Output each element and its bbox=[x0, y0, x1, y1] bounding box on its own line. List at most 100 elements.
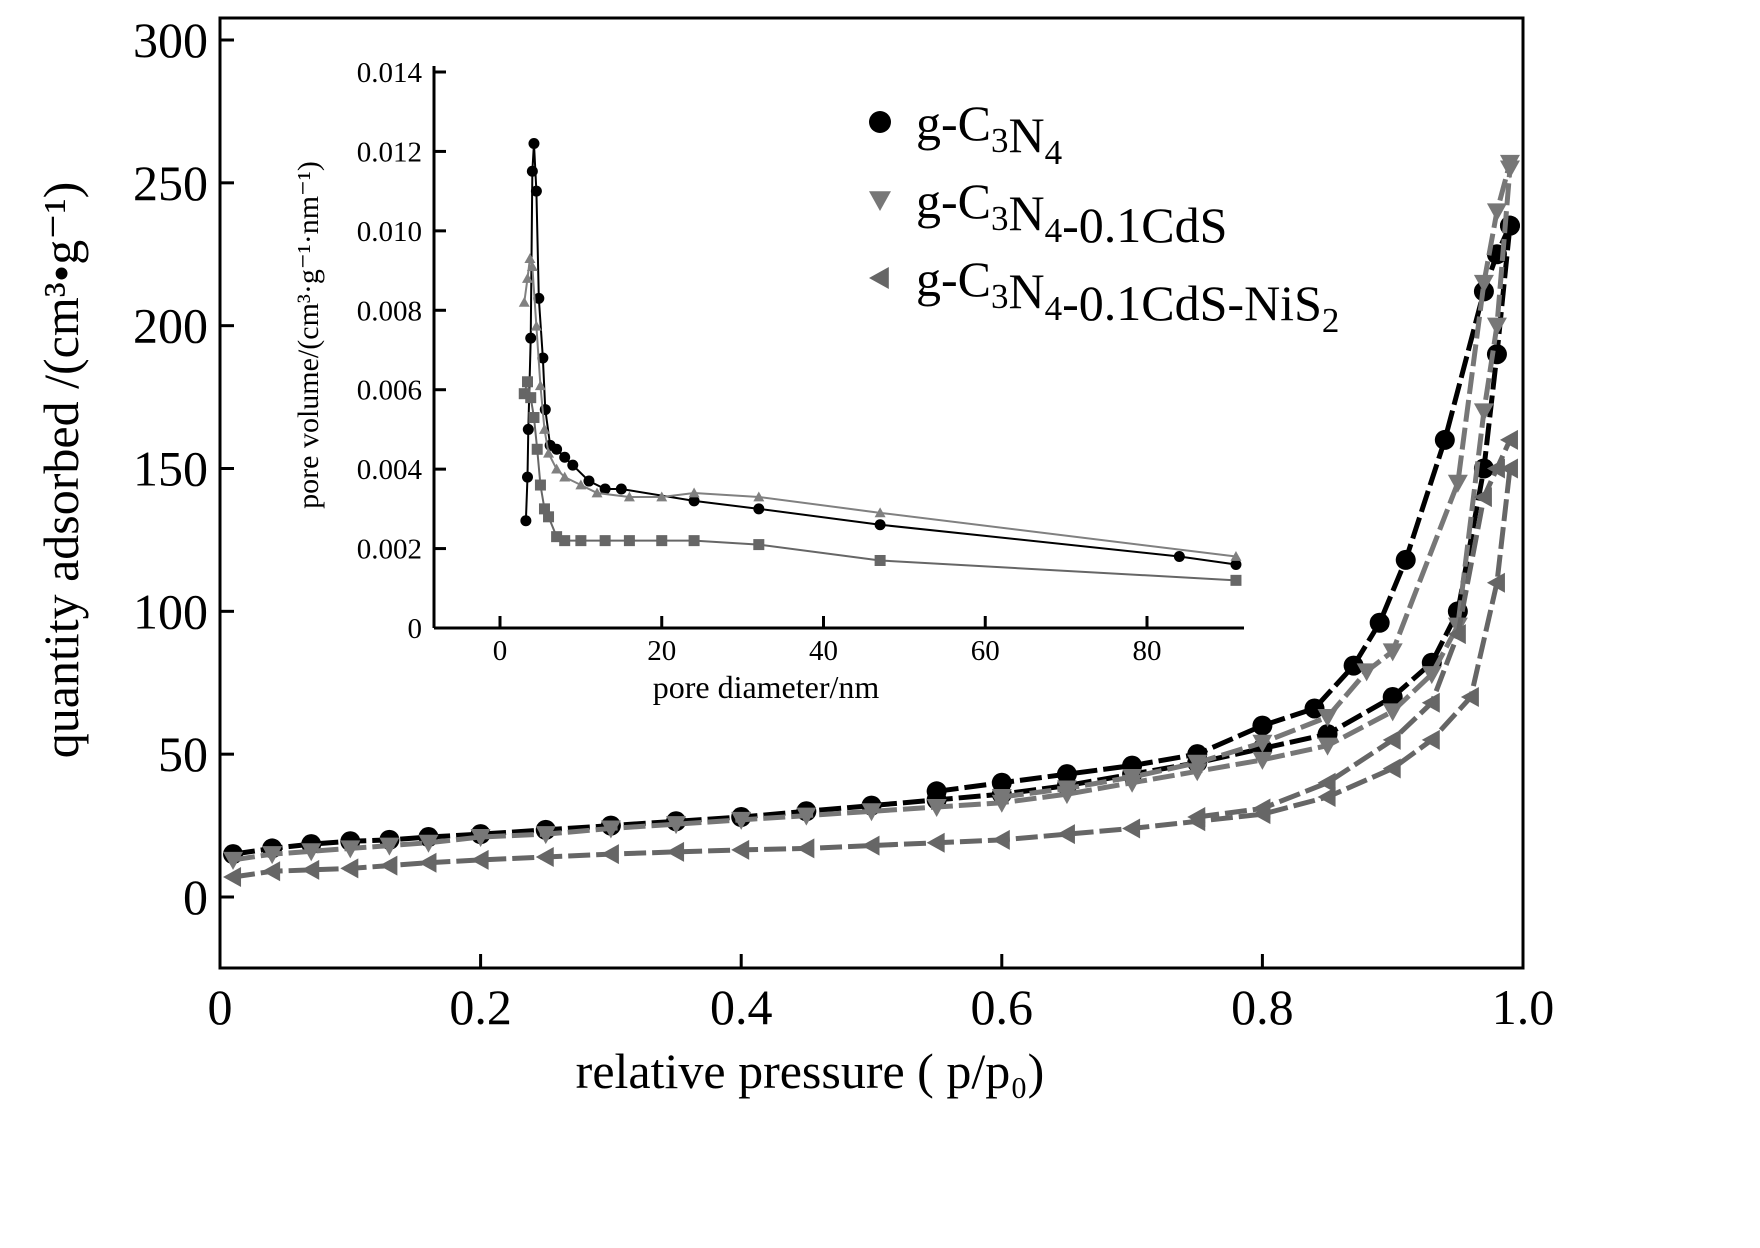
inset-point bbox=[1173, 551, 1185, 563]
adsorption-point bbox=[1421, 729, 1440, 750]
subscript: 3 bbox=[991, 199, 1009, 238]
inset-point bbox=[656, 535, 668, 547]
subscript: 4 bbox=[1045, 133, 1063, 172]
subscript: 3 bbox=[991, 121, 1009, 160]
inset-point bbox=[518, 388, 530, 400]
inset-point bbox=[753, 491, 765, 502]
adsorption-point bbox=[796, 807, 817, 826]
desorption-point bbox=[1395, 549, 1416, 570]
inset-point bbox=[528, 137, 540, 149]
inset-y-tick-label: 0.012 bbox=[357, 136, 422, 168]
adsorption-point bbox=[379, 837, 400, 856]
inset-point bbox=[534, 380, 546, 391]
desorption-point bbox=[1056, 764, 1077, 785]
desorption-point bbox=[926, 781, 947, 802]
legend-marker bbox=[869, 111, 891, 133]
inset-point bbox=[538, 503, 550, 515]
inset-y-tick-label: 0.004 bbox=[357, 454, 423, 486]
desorption-point bbox=[1356, 663, 1377, 682]
desorption-point bbox=[1486, 458, 1505, 479]
desorption-point bbox=[1382, 729, 1401, 750]
adsorption-point bbox=[470, 829, 491, 848]
desorption-point bbox=[1252, 715, 1273, 736]
inset-point bbox=[1230, 574, 1242, 586]
inset-y-tick-label: 0.002 bbox=[357, 534, 422, 566]
desorption-line bbox=[936, 224, 1513, 794]
adsorption-point bbox=[926, 832, 945, 853]
text-part: N bbox=[1009, 263, 1045, 319]
inset-point bbox=[874, 507, 886, 518]
adsorption-point bbox=[1473, 403, 1494, 422]
desorption-point bbox=[1187, 754, 1208, 773]
inset-point bbox=[551, 531, 563, 543]
adsorption-point bbox=[1252, 751, 1273, 770]
inset-point bbox=[551, 463, 563, 474]
inset-point bbox=[521, 471, 533, 483]
main-plot-frame bbox=[218, 16, 1525, 970]
x-tick-label: 0.4 bbox=[710, 979, 773, 1035]
inset-point bbox=[521, 273, 533, 283]
inset-point bbox=[531, 443, 543, 455]
legend-item: g-C3N4-0.1CdS bbox=[869, 173, 1227, 253]
desorption-point bbox=[1421, 692, 1440, 713]
desorption-point bbox=[1486, 203, 1507, 222]
main-x-axis-label: relative pressure ( p/p₀) bbox=[576, 1043, 1045, 1099]
adsorption-point bbox=[262, 846, 283, 865]
y-tick-label: 0 bbox=[183, 869, 208, 925]
inset-point bbox=[623, 535, 635, 547]
desorption-point bbox=[1122, 769, 1143, 788]
inset-point bbox=[526, 261, 538, 271]
inset-point bbox=[688, 535, 700, 547]
legend-marker bbox=[869, 267, 889, 289]
inset-point bbox=[551, 443, 563, 455]
inset-point bbox=[534, 479, 546, 491]
inset-point bbox=[559, 451, 571, 463]
inset-point bbox=[543, 511, 555, 523]
text-part: -0.1CdS-NiS bbox=[1062, 275, 1322, 331]
adsorption-point bbox=[301, 843, 322, 862]
adsorption-point bbox=[600, 820, 621, 839]
legend-label: g-C3N4 bbox=[916, 95, 1062, 172]
text-part: N bbox=[1009, 107, 1045, 163]
inset-x-tick-label: 0 bbox=[493, 635, 508, 667]
adsorption-point bbox=[1382, 703, 1403, 722]
inset-y-tick-label: 0.006 bbox=[357, 375, 422, 407]
desorption-point bbox=[1499, 429, 1518, 450]
adsorption-point bbox=[1486, 317, 1507, 336]
inset-x-tick-label: 80 bbox=[1133, 635, 1162, 667]
y-tick-label: 50 bbox=[158, 726, 208, 782]
x-tick-label: 1.0 bbox=[1492, 979, 1555, 1035]
adsorption-point bbox=[1382, 758, 1401, 779]
inset-point bbox=[525, 332, 537, 344]
inset-point bbox=[521, 376, 533, 388]
desorption-point bbox=[1447, 624, 1466, 645]
inset-y-tick-label: 0.014 bbox=[357, 57, 423, 89]
inset-point bbox=[599, 483, 611, 495]
adsorption-point bbox=[223, 851, 244, 870]
legend-label: g-C3N4-0.1CdS-NiS2 bbox=[916, 251, 1339, 340]
desorption-point bbox=[1343, 655, 1364, 676]
desorption-line bbox=[1001, 162, 1513, 800]
adsorption-point bbox=[535, 847, 554, 868]
adsorption-line bbox=[232, 168, 1513, 863]
legend-item: g-C3N4 bbox=[869, 95, 1062, 172]
subscript: 3 bbox=[991, 277, 1009, 316]
desorption-point bbox=[1056, 780, 1077, 799]
inset-point bbox=[518, 296, 530, 307]
adsorption-point bbox=[418, 852, 437, 873]
x-tick-label: 0.2 bbox=[449, 979, 512, 1035]
inset-point bbox=[525, 392, 537, 404]
desorption-point bbox=[1252, 734, 1273, 753]
inset-point bbox=[591, 487, 603, 498]
inset-series-g-c3n4-0-1cds-nis2 bbox=[518, 376, 1242, 586]
inset-point bbox=[530, 320, 542, 331]
inset-point bbox=[559, 535, 571, 547]
desorption-point bbox=[1304, 698, 1325, 719]
inset-point bbox=[623, 491, 635, 502]
series-g-c3n4-0-1cds bbox=[223, 154, 1520, 870]
inset-point bbox=[1230, 558, 1242, 570]
inset-x-tick-label: 40 bbox=[809, 635, 838, 667]
